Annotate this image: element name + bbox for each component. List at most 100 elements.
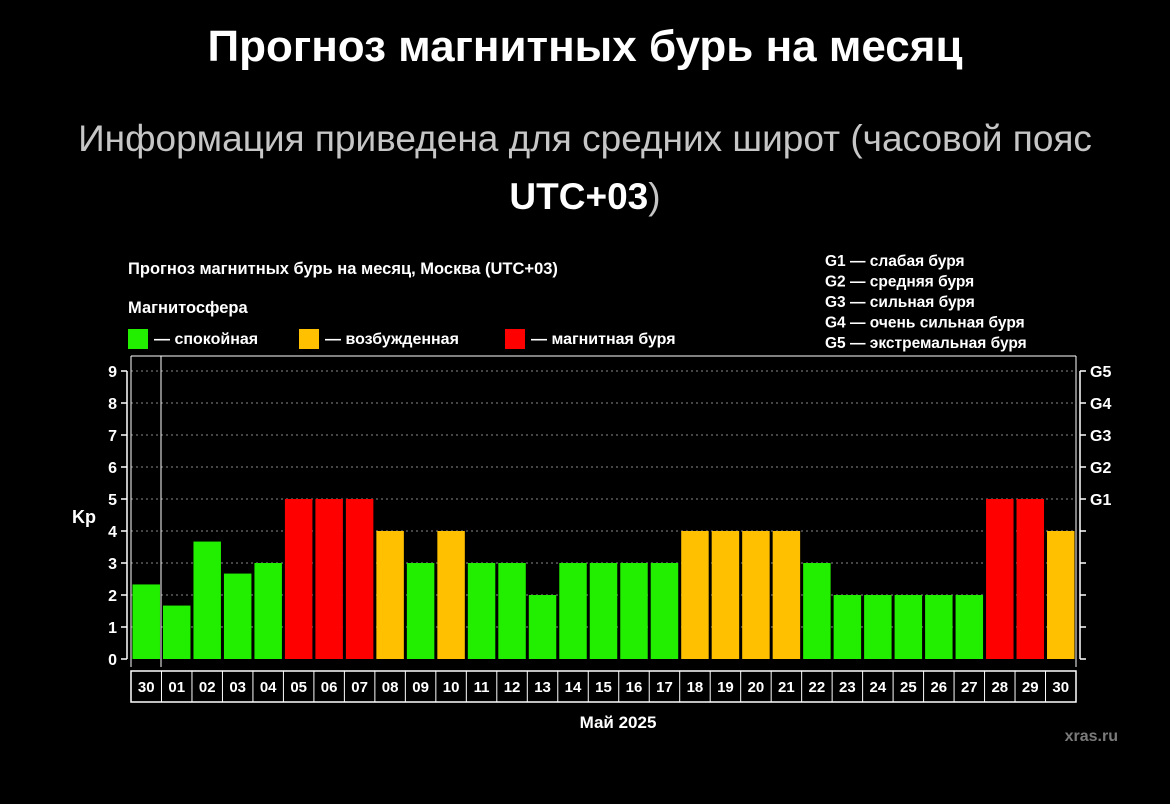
bar [437,531,465,659]
bar [345,499,374,659]
x-tick-label: 01 [168,679,185,696]
bars [132,499,1075,659]
bar [925,595,953,659]
x-tick-label: 17 [656,679,673,696]
x-tick-label: 07 [351,679,368,696]
y-tick-label: 8 [108,396,117,413]
storm-scale-item: G5 — экстремальная буря [825,335,1027,352]
y-axis: 0 1 2 3 4 5 6 7 8 9 [108,364,128,669]
legend-label: — возбужденная [325,331,459,348]
y-tick-label: 6 [108,460,117,477]
bar [315,499,343,659]
x-tick-label: 25 [900,679,917,696]
x-tick-label: 21 [778,679,795,696]
x-tick-label: 05 [290,679,307,696]
grid [130,355,1077,667]
bar [467,563,496,659]
legend-swatch [128,329,148,349]
bar [1016,499,1045,659]
x-tick-label: 18 [687,679,704,696]
storm-level-label: G2 [1090,460,1111,477]
bar [1047,531,1075,659]
x-tick-label: 14 [565,679,582,696]
subtitle-timezone: UTC+03 [509,176,649,217]
bar [955,595,984,659]
x-tick-label: 19 [717,679,734,696]
bar [589,563,618,659]
watermark: xras.ru [1065,728,1118,745]
page-title: Прогноз магнитных бурь на месяц [207,22,963,71]
x-tick-label: 30 [1052,679,1069,696]
storm-scale-legend: G1 — слабая буря G2 — средняя буря G3 — си… [825,253,1027,352]
x-tick-label: 02 [199,679,216,696]
x-tick-label: 10 [443,679,460,696]
storm-scale-item: G2 — средняя буря [825,274,974,291]
x-tick-label: 09 [412,679,429,696]
y-tick-label: 1 [108,620,117,637]
bar [681,531,709,659]
y-tick-label: 9 [108,364,117,381]
bar [559,563,587,659]
legend-label: — магнитная буря [531,331,676,348]
bar [742,531,770,659]
x-tick-label: 13 [534,679,551,696]
bar [254,563,282,659]
x-tick-label: 30 [138,679,155,696]
x-tick-label: 12 [504,679,521,696]
x-tick-label: 27 [961,679,978,696]
y-tick-label: 4 [108,524,117,541]
y-axis-label: Kp [72,507,96,527]
y-tick-label: 3 [108,556,117,573]
x-tick-label: 08 [382,679,399,696]
legend-swatch [299,329,319,349]
chart-title: Прогноз магнитных бурь на месяц, Москва … [128,260,558,278]
x-tick-label: 04 [260,679,277,696]
bar [833,595,862,659]
storm-scale-item: G3 — сильная буря [825,294,975,311]
bar [528,595,557,659]
bar [223,573,252,659]
bar [650,563,679,659]
bar [498,563,526,659]
bar [406,563,435,659]
storm-level-label: G3 [1090,428,1111,445]
page-subtitle: Информация приведена для средних широт (… [0,110,1170,226]
legend: — спокойная — возбужденная — магнитная бур… [128,329,676,349]
bar [894,595,923,659]
x-tick-label: 16 [626,679,643,696]
x-tick-label: 23 [839,679,856,696]
bar [193,541,221,659]
storm-scale-item: G1 — слабая буря [825,253,965,270]
storm-level-label: G5 [1090,364,1111,381]
x-tick-label: 03 [229,679,246,696]
legend-label: — спокойная [154,331,258,348]
x-tick-label: 29 [1022,679,1039,696]
bar [711,531,740,659]
bar [376,531,404,659]
x-axis-frame [130,670,1077,703]
bar [986,499,1014,659]
bar [162,605,191,659]
x-tick-label: 24 [870,679,887,696]
y-tick-label: 2 [108,588,117,605]
bar [284,499,313,659]
storm-scale-item: G4 — очень сильная буря [825,315,1025,332]
x-axis: 30 01 02 03 04 05 06 07 08 09 10 11 12 13 14 15 16 17 18 19… [130,670,1077,703]
bar [803,563,831,659]
bar [132,584,160,659]
storm-axis: G1 G2 G3 G4 G5 [1079,364,1111,660]
y-tick-label: 7 [108,428,117,445]
x-tick-label: 11 [474,679,490,696]
x-tick-label: 26 [930,679,947,696]
subtitle-close: ) [648,176,661,217]
legend-swatch [505,329,525,349]
y-tick-label: 0 [108,652,117,669]
subtitle-text: Информация приведена для средних широт (… [78,118,1092,159]
legend-title: Магнитосфера [128,299,248,317]
storm-level-label: G1 [1090,492,1111,509]
x-tick-label: 06 [321,679,338,696]
x-tick-label: 15 [595,679,612,696]
bar [620,563,648,659]
y-tick-label: 5 [108,492,117,509]
